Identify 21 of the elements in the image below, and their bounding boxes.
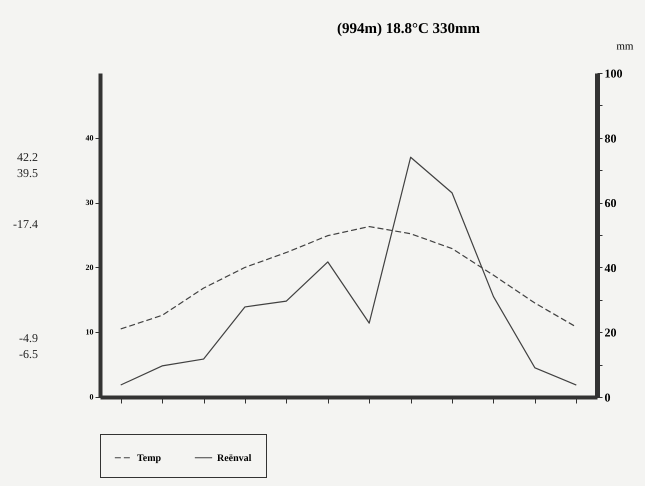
y-tick-label: 20 bbox=[86, 262, 94, 272]
text: -17.4 bbox=[13, 217, 38, 231]
text: 39.5 bbox=[17, 166, 38, 180]
legend-label: Temp bbox=[137, 452, 162, 464]
y2-tick-label: 20 bbox=[604, 326, 616, 340]
y-tick-label: 40 bbox=[86, 133, 94, 142]
y2-tick-label: 0 bbox=[604, 390, 610, 404]
y2-tick-label: 80 bbox=[604, 131, 616, 146]
y-tick-label: 30 bbox=[86, 198, 94, 208]
y2-tick-label: 40 bbox=[604, 260, 616, 275]
y-tick-label: 0 bbox=[90, 392, 94, 402]
y-tick-label: 10 bbox=[86, 328, 94, 337]
text: 42.2 bbox=[17, 150, 38, 164]
y2-tick-label: 60 bbox=[604, 196, 616, 210]
line-series bbox=[120, 156, 577, 386]
y2-axis-title: mm bbox=[616, 40, 634, 52]
y2-tick-label: 100 bbox=[604, 66, 622, 80]
text: -6.5 bbox=[19, 347, 38, 361]
text: -4.9 bbox=[19, 331, 38, 345]
legend-label: Reënval bbox=[217, 452, 252, 464]
chart-title: (994m) 18.8°C 330mm bbox=[336, 21, 481, 37]
